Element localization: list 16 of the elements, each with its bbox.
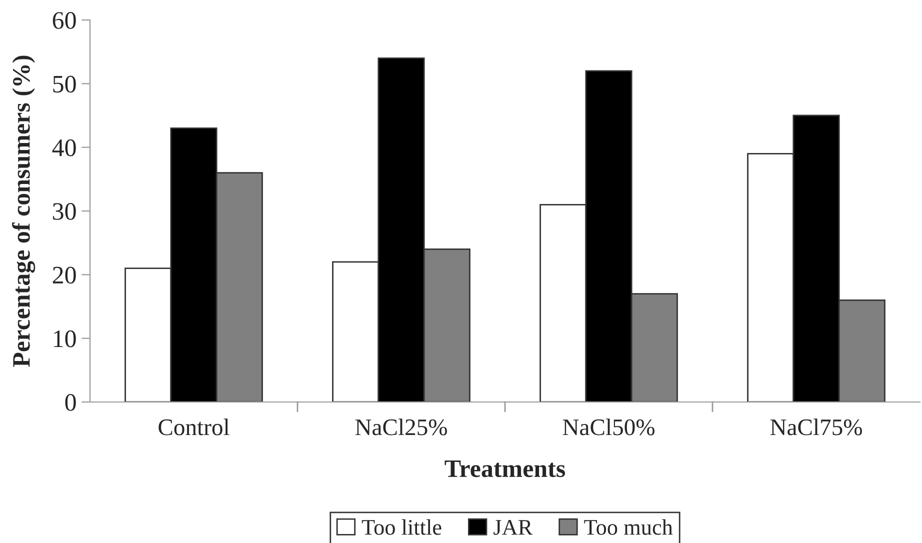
- legend-label: Too much: [584, 519, 673, 535]
- x-axis-title: Treatments: [444, 460, 566, 478]
- x-tick-label: NaCl25%: [355, 418, 448, 436]
- y-tick-label: 0: [65, 394, 76, 411]
- legend-label: Too little: [362, 519, 442, 535]
- x-tick-label: Control: [158, 418, 230, 436]
- x-tick-label: NaCl75%: [770, 418, 862, 436]
- x-tick-label: NaCl50%: [562, 418, 655, 436]
- y-tick-label: 40: [52, 139, 76, 156]
- y-tick-label: 60: [52, 12, 76, 29]
- y-axis-title: Percentage of consumers (%): [12, 56, 36, 367]
- y-tick-label: 20: [52, 266, 76, 284]
- y-tick-label: 50: [53, 76, 76, 93]
- y-tick-label: 30: [53, 203, 76, 220]
- legend-label: JAR: [494, 520, 533, 535]
- y-tick-label: 10: [54, 330, 76, 348]
